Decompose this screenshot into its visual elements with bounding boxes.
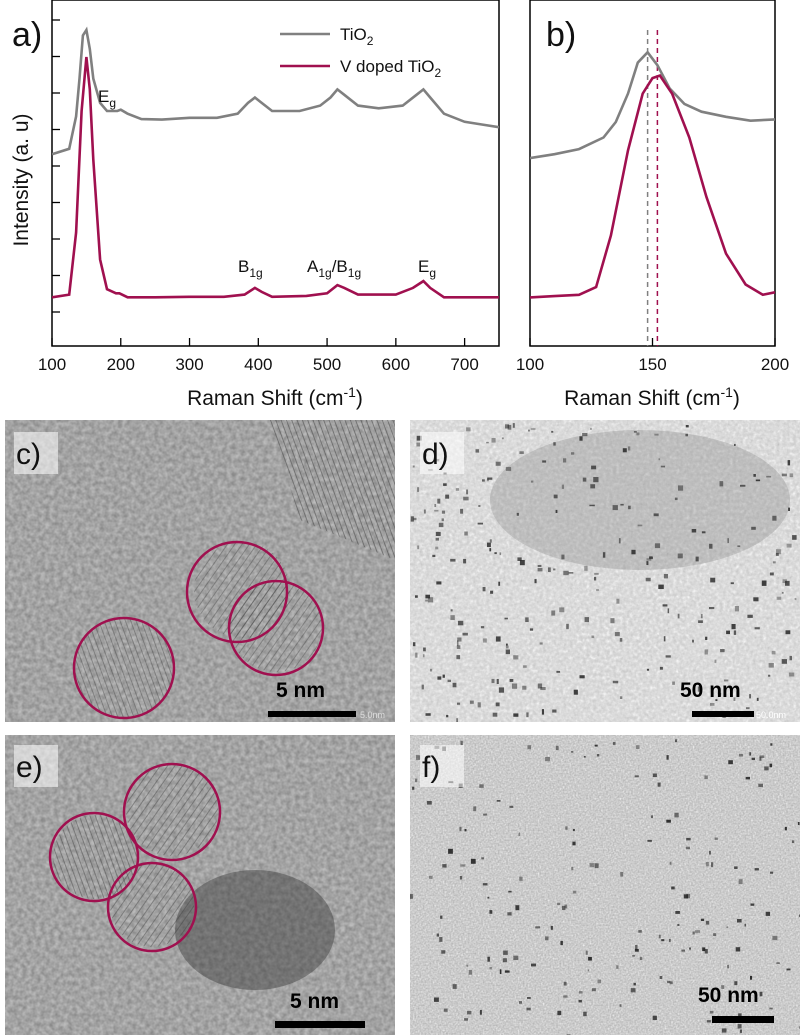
nanoparticle-circle	[72, 616, 176, 720]
scale-bar-caption-c: 5.0nm	[360, 710, 385, 720]
legend-a: TiO2 V doped TiO2	[280, 25, 442, 80]
nanoparticle-circle	[122, 762, 222, 862]
scale-bar-label-f: 50 nm	[698, 984, 759, 1007]
x-tick-label: 700	[450, 355, 478, 374]
x-tick-label: 150	[638, 355, 666, 374]
scale-bar-d	[692, 711, 754, 717]
series-line-v-doped-tio2-zoom	[530, 73, 775, 299]
series-line-tio2	[52, 26, 499, 156]
nanoparticle-circle	[227, 579, 325, 677]
x-tick-label: 300	[175, 355, 203, 374]
scale-bar-label-d: 50 nm	[680, 679, 741, 702]
scale-bar-label-c: 5 nm	[276, 679, 325, 702]
nanoparticle-circle	[48, 811, 140, 903]
x-axis-label-b: Raman Shift (cm-1)	[564, 384, 740, 410]
x-tick-label: 400	[244, 355, 272, 374]
plot-frame-a	[51, 0, 500, 347]
raman-panel-a: a) 100 200 300 400 500 600 700 Intensity (a. u…	[10, 0, 500, 410]
panel-label-a: a)	[12, 16, 42, 54]
nanoparticle-circle	[106, 861, 198, 953]
peak-label-b1g: B1g	[238, 257, 263, 280]
tem-image-e: e) 5 nm	[5, 735, 395, 1035]
x-tick-label: 500	[313, 355, 341, 374]
y-axis-ticks-a	[52, 19, 60, 313]
tem-image-d: d) 50 nm 50.0nm	[410, 420, 800, 722]
x-axis-label-a: Raman Shift (cm-1)	[187, 384, 363, 410]
x-tick-label: 600	[382, 355, 410, 374]
legend-label-tio2: TiO2	[340, 25, 374, 48]
panel-label-b: b)	[546, 16, 576, 54]
panel-label-e: e)	[16, 751, 43, 784]
nanoparticle-circle	[185, 540, 289, 644]
peak-label-eg-low: Eg	[98, 87, 116, 110]
peak-label-a1g-b1g: A1g/B1g	[307, 257, 361, 280]
legend-label-v-doped-tio2: V doped TiO2	[340, 57, 442, 80]
raman-panel-b: b) 100 150 200 Raman Shift (cm-1)	[516, 0, 789, 410]
x-tick-label: 100	[516, 355, 544, 374]
tem-image-c: c) 5 nm 5.0nm	[5, 420, 395, 722]
scale-bar-caption-d: 50.0nm	[756, 710, 786, 720]
scale-bar-label-e: 5 nm	[290, 990, 339, 1013]
x-axis-ticks-b: 100 150 200	[516, 338, 789, 374]
x-tick-label: 200	[107, 355, 135, 374]
x-tick-label: 100	[38, 355, 66, 374]
peak-label-eg-high: Eg	[418, 257, 436, 280]
series-line-tio2-zoom	[530, 50, 775, 160]
scale-bar-e	[275, 1021, 365, 1028]
scale-bar-f	[712, 1016, 774, 1023]
tem-image-f: f) 50 nm	[410, 735, 800, 1035]
panel-label-d: d)	[422, 438, 449, 471]
x-axis-ticks-a: 100 200 300 400 500 600 700	[38, 338, 479, 374]
panel-label-c: c)	[16, 438, 41, 471]
series-line-v-doped-tio2	[52, 56, 499, 299]
x-tick-label: 200	[761, 355, 789, 374]
nanoparticle-dots-f	[410, 739, 800, 1035]
nanoparticle-dots-d	[410, 423, 797, 722]
panel-label-f: f)	[422, 751, 440, 784]
y-axis-label-a: Intensity (a. u)	[10, 113, 33, 246]
scale-bar-c	[268, 711, 356, 717]
